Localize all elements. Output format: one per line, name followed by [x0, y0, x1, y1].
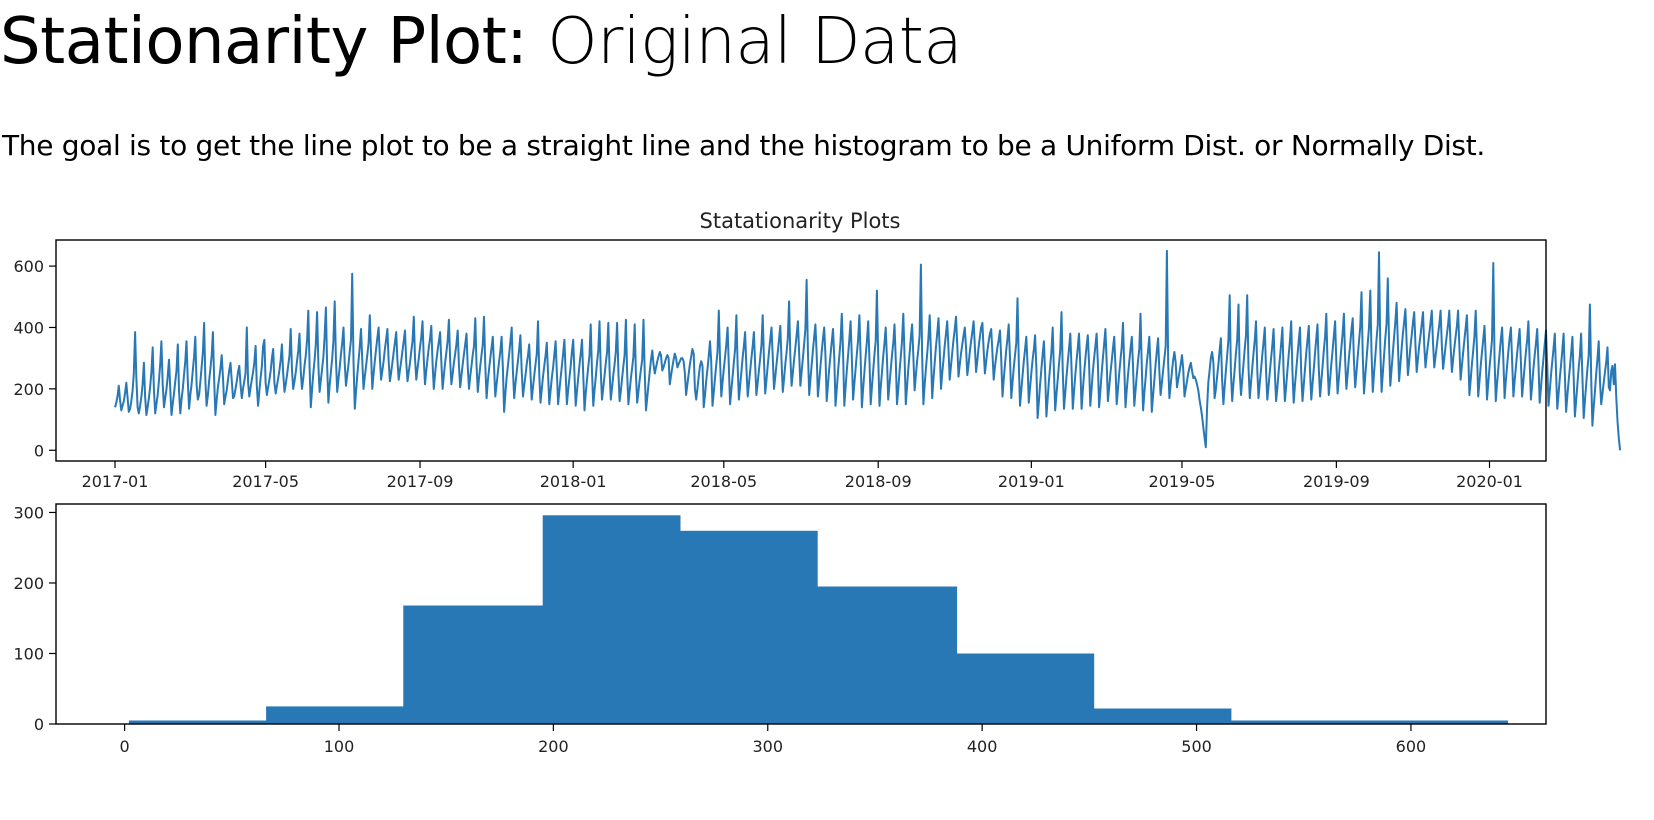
line-x-tick-label: 2018-05	[690, 472, 757, 491]
chart-title: Statationarity Plots	[700, 209, 901, 233]
series-line	[114, 249, 1622, 451]
histogram-x-tick-label: 200	[538, 737, 569, 756]
line-y-tick-label: 600	[13, 257, 44, 276]
line-x-tick-label: 2020-01	[1456, 472, 1523, 491]
line-x-tick-label: 2017-05	[232, 472, 299, 491]
histogram-x-tick-label: 500	[1181, 737, 1212, 756]
line-y-tick-label: 400	[13, 318, 44, 337]
histogram-y-tick-label: 100	[13, 644, 44, 663]
histogram-bars	[128, 515, 1508, 724]
line-plot-frame	[55, 239, 1547, 462]
histogram-bar	[679, 530, 818, 724]
histogram-bar	[956, 653, 1095, 724]
histogram-x-tick-label: 400	[967, 737, 998, 756]
line-x-tick-label: 2017-09	[387, 472, 454, 491]
histogram-bar	[403, 605, 544, 724]
histogram-bar	[266, 706, 404, 724]
line-x-tick-label: 2017-01	[82, 472, 149, 491]
histogram-y-axis: 0 100 200 300	[13, 503, 56, 734]
slide-title-main: Stationarity Plot:	[0, 5, 528, 79]
line-y-tick-label: 0	[34, 441, 44, 460]
line-x-tick-label: 2019-09	[1303, 472, 1370, 491]
histogram-bar	[817, 586, 958, 724]
slide-subtitle: The goal is to get the line plot to be a…	[2, 129, 1485, 162]
histogram-bar	[128, 720, 267, 724]
line-x-tick-label: 2019-01	[998, 472, 1065, 491]
histogram-x-tick-label: 300	[752, 737, 783, 756]
line-x-tick-label: 2018-09	[845, 472, 912, 491]
histogram-y-tick-label: 300	[13, 503, 44, 522]
histogram-bar	[1230, 720, 1371, 724]
histogram-panel: 0 100 200 300 0 100 200 300 400 500 600	[13, 503, 1547, 756]
line-y-tick-label: 200	[13, 380, 44, 399]
histogram-x-axis: 0 100 200 300 400 500 600	[120, 724, 1427, 756]
histogram-bar	[1370, 720, 1508, 724]
line-x-tick-label: 2018-01	[540, 472, 607, 491]
histogram-x-tick-label: 600	[1396, 737, 1427, 756]
histogram-y-tick-label: 0	[34, 715, 44, 734]
slide-title: Stationarity Plot: Original Data	[0, 2, 963, 82]
histogram-x-tick-label: 0	[120, 737, 130, 756]
histogram-bar	[1093, 708, 1232, 724]
histogram-x-tick-label: 100	[324, 737, 355, 756]
slide-title-rest: Original Data	[527, 5, 963, 79]
histogram-bar	[542, 515, 681, 724]
line-x-tick-label: 2019-05	[1149, 472, 1216, 491]
line-y-axis: 0 200 400 600	[13, 257, 56, 460]
histogram-y-tick-label: 200	[13, 574, 44, 593]
line-x-axis: 2017-01 2017-05 2017-09 2018-01 2018-05 2018-…	[82, 461, 1523, 491]
histogram-frame	[55, 503, 1547, 725]
